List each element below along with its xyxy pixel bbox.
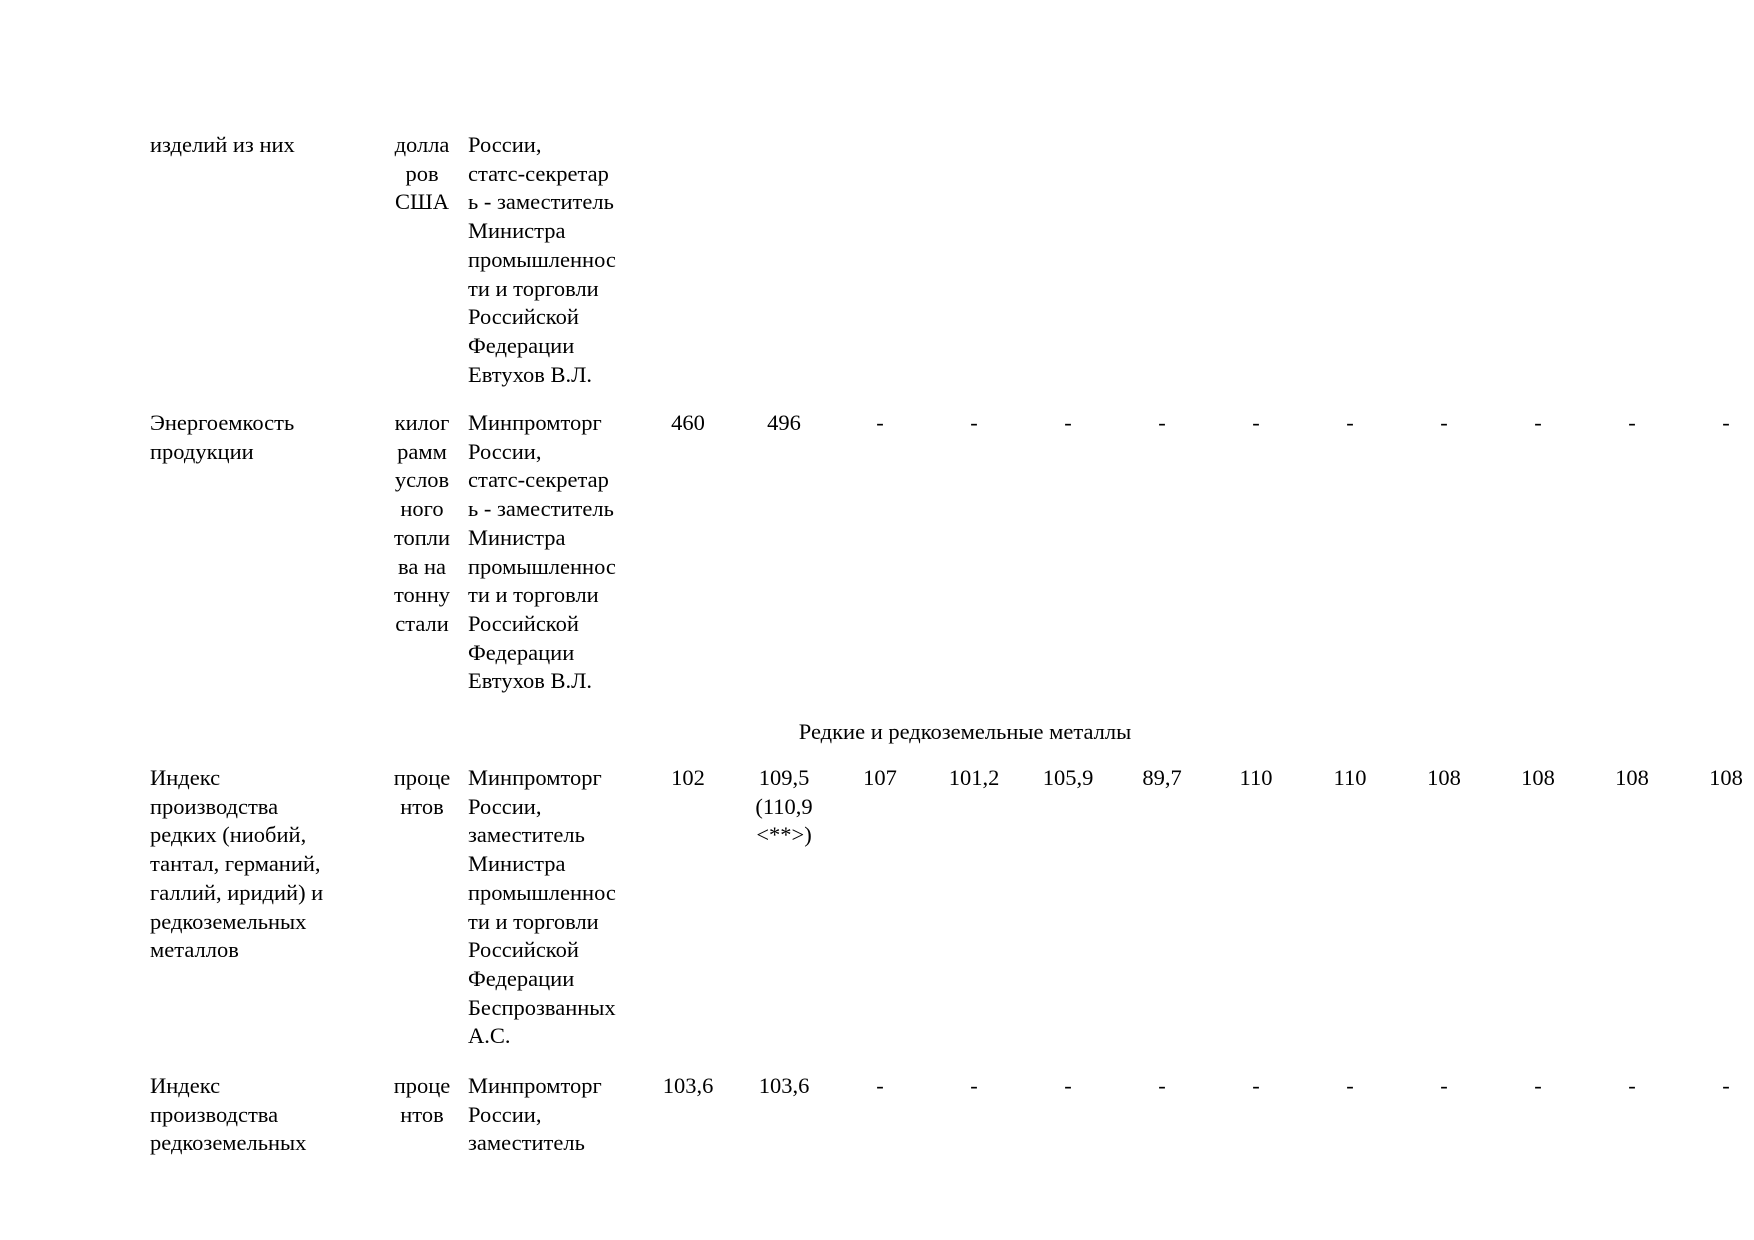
responsible-party: России, статс-секретар ь - заместитель М… bbox=[468, 132, 616, 387]
value-cell: 108 bbox=[1709, 765, 1743, 790]
value-cell: 89,7 bbox=[1142, 765, 1182, 790]
value-cell: - bbox=[1722, 1073, 1730, 1098]
value-cell: - bbox=[1440, 1073, 1448, 1098]
indicator-name: Индекс производства редких (ниобий, тант… bbox=[150, 765, 324, 963]
value-cell: - bbox=[1252, 1073, 1260, 1098]
value-cell: 105,9 bbox=[1042, 765, 1094, 790]
value-cell: 103,6 bbox=[758, 1073, 810, 1098]
value-cell: - bbox=[970, 1073, 978, 1098]
indicator-name: Энергоемкость продукции bbox=[150, 410, 295, 464]
value-cell: 102 bbox=[671, 765, 705, 790]
value-cell: - bbox=[1158, 1073, 1166, 1098]
unit-of-measure: килог рамм услов ного топли ва на тонну … bbox=[393, 410, 451, 636]
value-cell: - bbox=[1534, 410, 1542, 435]
indicator-name: Индекс производства редкоземельных bbox=[150, 1073, 307, 1156]
value-cell: - bbox=[1628, 410, 1636, 435]
value-cell: - bbox=[1064, 1073, 1072, 1098]
responsible-party: Минпромторг России, заместитель bbox=[468, 1073, 602, 1156]
value-cell: 460 bbox=[671, 410, 705, 435]
value-cell: 108 bbox=[1521, 765, 1555, 790]
value-cell: - bbox=[1346, 1073, 1354, 1098]
value-cell: 110 bbox=[1333, 765, 1367, 790]
value-cell: - bbox=[1440, 410, 1448, 435]
value-cell: - bbox=[1534, 1073, 1542, 1098]
value-cell: - bbox=[1628, 1073, 1636, 1098]
unit-of-measure: проце нтов bbox=[393, 1073, 451, 1127]
value-cell: 107 bbox=[863, 765, 897, 790]
unit-of-measure: долла ров США bbox=[394, 132, 450, 215]
value-cell: 496 bbox=[767, 410, 801, 435]
value-cell: - bbox=[1346, 410, 1354, 435]
value-cell: 110 bbox=[1239, 765, 1273, 790]
responsible-party: Минпромторг России, статс-секретар ь - з… bbox=[468, 410, 616, 694]
indicator-name: изделий из них bbox=[150, 132, 295, 157]
value-cell: 108 bbox=[1427, 765, 1461, 790]
value-cell: 109,5 (110,9 <**>) bbox=[755, 765, 813, 848]
value-cell: - bbox=[1722, 410, 1730, 435]
section-header: Редкие и редкоземельные металлы bbox=[798, 719, 1132, 744]
unit-of-measure: проце нтов bbox=[393, 765, 451, 819]
value-cell: - bbox=[876, 1073, 884, 1098]
value-cell: 103,6 bbox=[662, 1073, 714, 1098]
value-cell: - bbox=[876, 410, 884, 435]
value-cell: - bbox=[1252, 410, 1260, 435]
value-cell: - bbox=[1158, 410, 1166, 435]
value-cell: 101,2 bbox=[948, 765, 1000, 790]
responsible-party: Минпромторг России, заместитель Министра… bbox=[468, 765, 616, 1049]
value-cell: - bbox=[970, 410, 978, 435]
value-cell: - bbox=[1064, 410, 1072, 435]
value-cell: 108 bbox=[1615, 765, 1649, 790]
